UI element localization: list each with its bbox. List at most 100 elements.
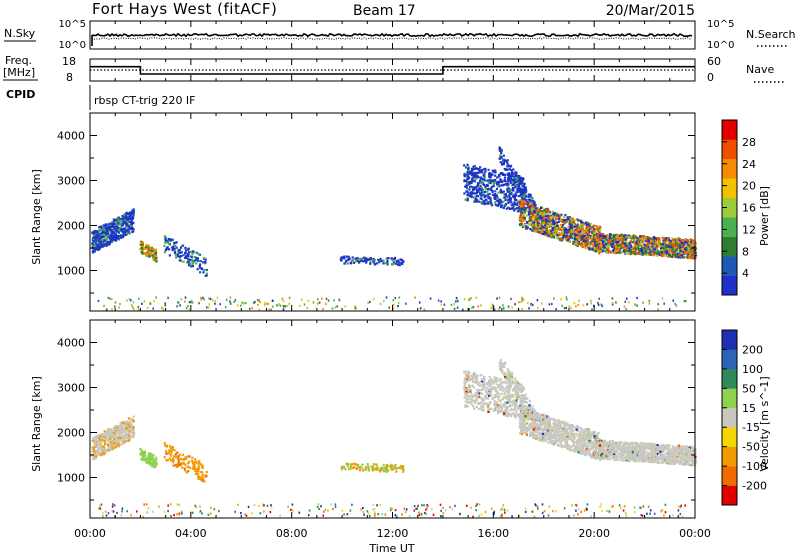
ground-scatter-cell <box>657 303 659 305</box>
echo-cell <box>127 434 129 436</box>
ground-scatter-cell <box>569 306 571 308</box>
nave-tick-bottom: 0 <box>707 71 714 84</box>
ground-scatter-cell <box>537 299 539 301</box>
echo-cell <box>184 464 186 466</box>
ground-scatter-cell <box>521 308 523 310</box>
echo-cell <box>507 180 509 182</box>
echo-cell <box>105 435 107 437</box>
ground-scatter-cell <box>237 304 239 306</box>
echo-cell <box>477 375 479 377</box>
echo-cell <box>98 226 100 228</box>
echo-cell <box>188 248 190 250</box>
echo-cell <box>514 199 516 201</box>
echo-cell <box>183 254 185 256</box>
ground-scatter-cell <box>229 300 231 302</box>
echo-cell <box>168 449 170 451</box>
echo-cell <box>676 238 678 240</box>
echo-cell <box>542 219 544 221</box>
echo-cell <box>507 207 509 209</box>
echo-cell <box>113 442 115 444</box>
echo-cell <box>129 218 131 220</box>
ground-scatter-cell <box>590 300 592 302</box>
echo-cell <box>109 240 111 242</box>
range-tick-label: 3000 <box>57 175 85 188</box>
echo-cell <box>500 161 502 163</box>
echo-cell <box>111 239 113 241</box>
ground-scatter-cell <box>187 305 189 307</box>
echo-cell <box>175 254 177 256</box>
echo-cell <box>145 252 147 254</box>
echo-cell <box>361 464 363 466</box>
echo-cell <box>630 253 632 255</box>
echo-cell <box>664 255 666 257</box>
echo-cell <box>104 443 106 445</box>
echo-cell <box>523 189 525 191</box>
ground-scatter-cell <box>152 308 154 310</box>
echo-cell <box>521 179 523 181</box>
echo-cell <box>176 247 178 249</box>
echo-cell <box>108 449 110 451</box>
ground-scatter-cell <box>663 303 665 305</box>
ground-scatter-cell <box>522 299 524 301</box>
echo-cell <box>165 459 167 461</box>
echo-cell <box>546 209 548 211</box>
echo-cell <box>148 461 150 463</box>
echo-cell <box>347 262 349 264</box>
nsky-tick-bottom: 10^0 <box>59 40 86 51</box>
ground-scatter-cell <box>242 302 244 304</box>
echo-cell <box>123 438 125 440</box>
ground-scatter-cell <box>676 304 678 306</box>
echo-cell <box>465 400 467 402</box>
ground-scatter-cell <box>226 299 228 301</box>
echo-cell <box>471 186 473 188</box>
echo-cell <box>587 246 589 248</box>
echo-cell <box>501 191 503 193</box>
echo-cell <box>463 192 465 194</box>
echo-cell <box>632 251 634 253</box>
echo-cell <box>170 447 172 449</box>
echo-cell <box>597 228 599 230</box>
echo-cell <box>350 465 352 467</box>
echo-cell <box>569 228 571 230</box>
ground-scatter-cell <box>625 308 627 310</box>
echo-cell <box>609 233 611 235</box>
echo-cell <box>108 434 110 436</box>
echo-cell <box>198 253 200 255</box>
echo-cell <box>343 256 345 258</box>
echo-cell <box>522 220 524 222</box>
echo-cell <box>616 239 618 241</box>
ground-scatter-cell <box>106 308 108 310</box>
echo-cell <box>483 168 485 170</box>
ground-scatter-cell <box>511 307 513 309</box>
echo-cell <box>363 257 365 259</box>
echo-cell <box>556 214 558 216</box>
power-ylabel: Slant Range [km] <box>30 169 43 265</box>
echo-cell <box>614 251 616 253</box>
ground-scatter-cell <box>212 299 214 301</box>
echo-cell <box>537 222 539 224</box>
echo-cell <box>497 192 499 194</box>
echo-cell <box>530 197 532 199</box>
echo-cell <box>126 218 128 220</box>
echo-cell <box>379 258 381 260</box>
echo-cell <box>519 209 521 211</box>
echo-cell <box>490 182 492 184</box>
echo-cell <box>116 223 118 225</box>
echo-cell <box>515 195 517 197</box>
echo-cell <box>544 224 546 226</box>
ground-scatter-cell <box>111 298 113 300</box>
echo-cell <box>683 256 685 258</box>
ground-scatter-cell <box>438 300 440 302</box>
echo-cell <box>540 207 542 209</box>
echo-cell <box>109 437 111 439</box>
echo-cell <box>468 173 470 175</box>
echo-cell <box>355 260 357 262</box>
echo-cell <box>600 238 602 240</box>
ground-scatter-cell <box>634 303 636 305</box>
echo-cell <box>479 180 481 182</box>
echo-cell <box>545 229 547 231</box>
echo-cell <box>498 203 500 205</box>
echo-cell <box>358 261 360 263</box>
echo-cell <box>593 235 595 237</box>
